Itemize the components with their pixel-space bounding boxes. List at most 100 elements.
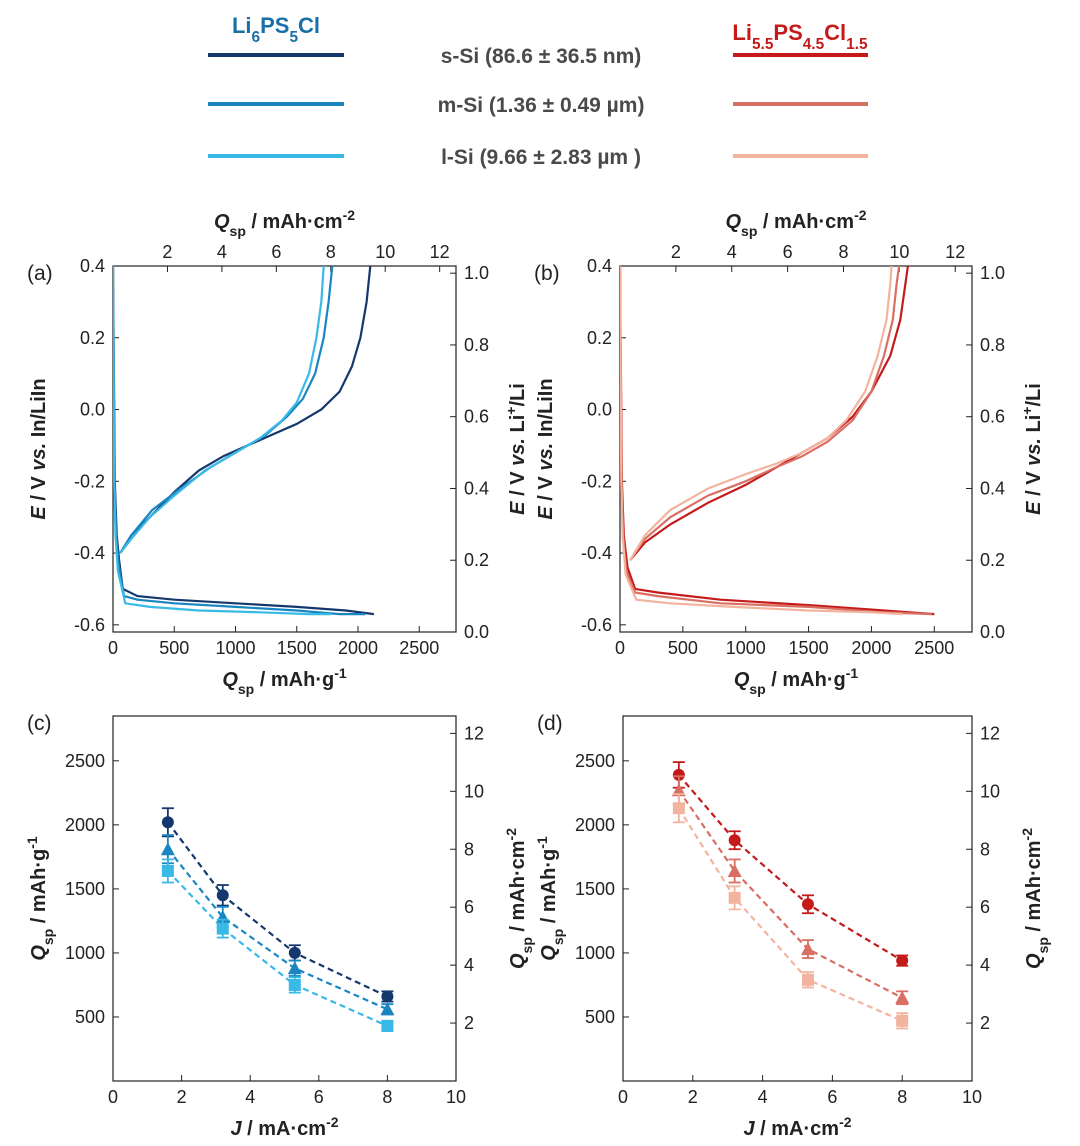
x-axis-label: J / mA·cm-2 [743,1114,851,1140]
x2-tick-label: 6 [783,242,793,262]
chart-d: (d) 0 2 4 6 8 10 500 1000 1500 2000 2500 2 4 6 8 10 12 J /… [534,712,1051,1140]
x-tick-label: 500 [668,638,698,658]
data-point [896,954,909,967]
y-tick-label: 1000 [575,943,615,963]
y2-axis-label: Qsp / mAh·cm-2 [1019,828,1051,969]
x-tick-label: 10 [962,1087,982,1107]
y2-tick-label: 10 [464,781,484,801]
y2-tick-label: 12 [980,723,1000,743]
data-point [287,961,302,975]
y-tick-label: -0.2 [581,471,612,491]
series-dashed-line [167,848,388,1011]
panel-label: (b) [534,262,560,285]
series-dashed-line [677,774,903,962]
y2-axis-label: E / V vs. Li+/Li [1019,383,1045,515]
legend-label-s-si: s-Si (86.6 ± 36.5 nm) [441,45,642,68]
x2-tick-label: 8 [838,242,848,262]
x-tick-label: 1000 [215,638,255,658]
x2-tick-label: 2 [162,242,172,262]
x-tick-label: 0 [108,638,118,658]
y2-tick-label: 8 [464,839,474,859]
y2-tick-label: 0.2 [980,550,1005,570]
x2-tick-label: 4 [727,242,737,262]
x-tick-label: 2500 [399,638,439,658]
y-tick-label: -0.4 [74,543,105,563]
x-tick-label: 1500 [277,638,317,658]
y-tick-label: -0.2 [74,471,105,491]
y2-axis-label: E / V vs. Li+/Li [503,383,529,515]
data-point [895,990,910,1004]
y2-tick-label: 0.0 [980,622,1005,642]
data-point [216,922,229,935]
y2-tick-label: 6 [464,897,474,917]
chart-a: (a) 0 500 1000 1500 2000 2500 -0.6 -0.4 -0.2 0.0 0.… [27,207,529,697]
x-tick-label: 0 [615,638,625,658]
x-tick-label: 6 [314,1087,324,1107]
y2-tick-label: 10 [980,781,1000,801]
x2-tick-label: 4 [217,242,227,262]
y2-tick-label: 4 [464,955,474,975]
data-point [727,863,742,877]
data-point [160,842,175,856]
data-point [380,1002,395,1016]
y2-tick-label: 8 [980,839,990,859]
chart-b: (b) 0 500 1000 1500 2000 2500 -0.6 -0.4 -0.2 0.0 0.… [534,207,1045,697]
series-charge-line [629,266,901,561]
y-axis-label: Qsp / mAh·g-1 [534,836,566,961]
y-axis-label: E / V vs. In/LiIn [535,378,557,519]
y2-tick-label: 2 [464,1013,474,1033]
y-tick-label: 0.2 [587,328,612,348]
data-point [216,889,229,902]
x2-tick-label: 6 [271,242,281,262]
data-point [381,990,394,1003]
x-tick-label: 2000 [851,638,891,658]
data-point [896,1014,909,1027]
x2-tick-label: 10 [889,242,909,262]
y-tick-label: 0.2 [80,328,105,348]
legend-left-header: Li6PS5Cl [232,13,320,46]
data-point [672,802,685,815]
series-charge-line [119,266,325,554]
data-point [801,898,814,911]
y-tick-label: -0.4 [581,543,612,563]
y2-tick-label: 0.6 [464,407,489,427]
y2-tick-label: 1.0 [464,263,489,283]
y-tick-label: 2500 [65,751,105,771]
x2-tick-label: 12 [945,242,965,262]
data-point [288,978,301,991]
y-tick-label: 2500 [575,751,615,771]
panel-label: (a) [27,262,53,285]
y2-tick-label: 2 [980,1013,990,1033]
data-point [801,973,814,986]
x2-tick-label: 8 [326,242,336,262]
series-discharge-line [620,266,932,616]
data-point [728,834,741,847]
y2-tick-label: 1.0 [980,263,1005,283]
plot-frame [622,715,973,1082]
series-dashed-line [677,807,903,1022]
x-tick-label: 500 [159,638,189,658]
x-tick-label: 4 [758,1087,768,1107]
panel-label: (c) [27,712,52,735]
x-axis-label: Qsp / mAh·g-1 [222,665,347,697]
series-charge-line [629,266,893,561]
data-point [381,1019,394,1032]
y-tick-label: 2000 [575,815,615,835]
y-tick-label: 1500 [65,879,105,899]
plot-frame [112,265,457,633]
x2-axis-label: Qsp / mAh·cm-2 [725,207,866,239]
y-tick-label: 500 [585,1007,615,1027]
y-axis-label: E / V vs. In/LiIn [28,378,50,519]
series-dashed-line [677,789,903,999]
data-point [672,768,685,781]
x-tick-label: 2500 [914,638,954,658]
legend: Li6PS5Cl Li5.5PS4.5Cl1.5 s-Si (86.6 ± 36… [208,13,868,169]
x-axis-label: J / mA·cm-2 [230,1114,338,1140]
y2-tick-label: 0.2 [464,550,489,570]
y2-axis-label: Qsp / mAh·cm-2 [503,828,535,969]
data-point [288,946,301,959]
plot-frame [619,265,973,633]
plot-frame [112,715,457,1082]
y-tick-label: -0.6 [74,615,105,635]
